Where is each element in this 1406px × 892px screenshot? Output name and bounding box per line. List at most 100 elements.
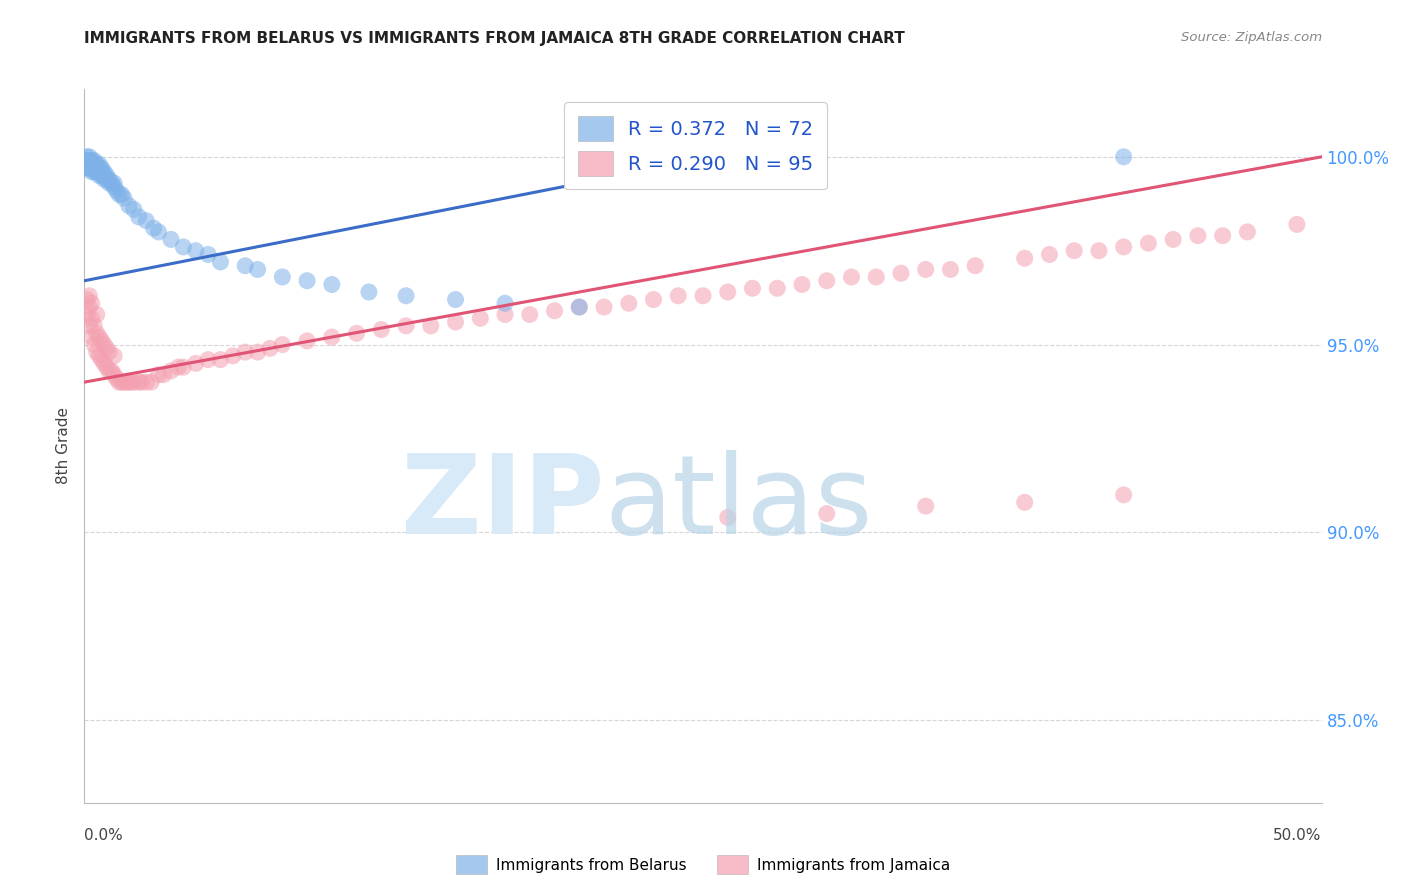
Point	[86, 161, 108, 175]
Point	[90, 161, 112, 175]
Point	[167, 360, 190, 375]
Text: 50.0%: 50.0%	[1274, 828, 1322, 843]
Point	[617, 296, 640, 310]
Point	[100, 176, 122, 190]
Point	[79, 161, 101, 175]
Point	[86, 165, 108, 179]
Point	[80, 153, 103, 168]
Point	[79, 157, 101, 171]
Point	[100, 364, 122, 378]
Point	[209, 352, 232, 367]
Text: 0.0%: 0.0%	[84, 828, 124, 843]
Legend: R = 0.372   N = 72, R = 0.290   N = 95: R = 0.372 N = 72, R = 0.290 N = 95	[564, 103, 827, 189]
Point	[89, 165, 111, 179]
Point	[197, 352, 219, 367]
Point	[122, 202, 145, 217]
Point	[321, 330, 343, 344]
Point	[704, 153, 727, 168]
Point	[80, 161, 103, 175]
Point	[83, 153, 105, 168]
Point	[90, 165, 112, 179]
Point	[148, 225, 170, 239]
Point	[93, 337, 115, 351]
Point	[643, 293, 665, 307]
Point	[233, 259, 256, 273]
Point	[93, 165, 115, 179]
Text: IMMIGRANTS FROM BELARUS VS IMMIGRANTS FROM JAMAICA 8TH GRADE CORRELATION CHART: IMMIGRANTS FROM BELARUS VS IMMIGRANTS FR…	[84, 31, 905, 46]
Point	[105, 371, 128, 385]
Point	[96, 172, 118, 186]
Point	[80, 157, 103, 171]
Point	[83, 161, 105, 175]
Point	[86, 326, 108, 341]
Point	[939, 262, 962, 277]
Point	[152, 368, 174, 382]
Point	[890, 266, 912, 280]
Point	[135, 375, 157, 389]
Point	[112, 191, 135, 205]
Point	[128, 210, 150, 224]
Point	[357, 285, 380, 299]
Point	[160, 364, 183, 378]
Point	[128, 375, 150, 389]
Point	[86, 161, 108, 175]
Point	[122, 375, 145, 389]
Point	[135, 213, 157, 227]
Point	[1137, 236, 1160, 251]
Point	[79, 153, 101, 168]
Point	[914, 262, 936, 277]
Point	[444, 315, 467, 329]
Point	[98, 172, 121, 186]
Point	[197, 247, 219, 261]
Point	[259, 342, 281, 356]
Point	[112, 375, 135, 389]
Point	[83, 161, 105, 175]
Point	[222, 349, 245, 363]
Point	[494, 296, 516, 310]
Point	[93, 172, 115, 186]
Point	[89, 330, 111, 344]
Point	[1088, 244, 1111, 258]
Point	[172, 240, 194, 254]
Point	[246, 262, 269, 277]
Y-axis label: 8th Grade: 8th Grade	[56, 408, 72, 484]
Point	[815, 507, 838, 521]
Point	[76, 150, 98, 164]
Point	[295, 334, 318, 348]
Point	[105, 184, 128, 198]
Point	[444, 293, 467, 307]
Point	[90, 334, 112, 348]
Point	[160, 232, 183, 246]
Point	[96, 169, 118, 183]
Point	[692, 289, 714, 303]
Point	[395, 289, 418, 303]
Point	[1285, 218, 1308, 232]
Point	[79, 150, 101, 164]
Point	[83, 318, 105, 333]
Point	[543, 303, 565, 318]
Point	[89, 169, 111, 183]
Point	[419, 318, 441, 333]
Point	[593, 300, 616, 314]
Point	[118, 375, 141, 389]
Point	[494, 308, 516, 322]
Text: atlas: atlas	[605, 450, 873, 557]
Point	[79, 153, 101, 168]
Point	[704, 153, 727, 168]
Point	[1236, 225, 1258, 239]
Point	[83, 165, 105, 179]
Point	[79, 318, 101, 333]
Point	[172, 360, 194, 375]
Point	[89, 157, 111, 171]
Point	[80, 157, 103, 171]
Point	[89, 161, 111, 175]
Point	[1112, 488, 1135, 502]
Point	[76, 308, 98, 322]
Point	[86, 345, 108, 359]
Point	[148, 368, 170, 382]
Point	[815, 274, 838, 288]
Point	[108, 187, 131, 202]
Point	[103, 176, 125, 190]
Point	[841, 270, 863, 285]
Point	[141, 375, 163, 389]
